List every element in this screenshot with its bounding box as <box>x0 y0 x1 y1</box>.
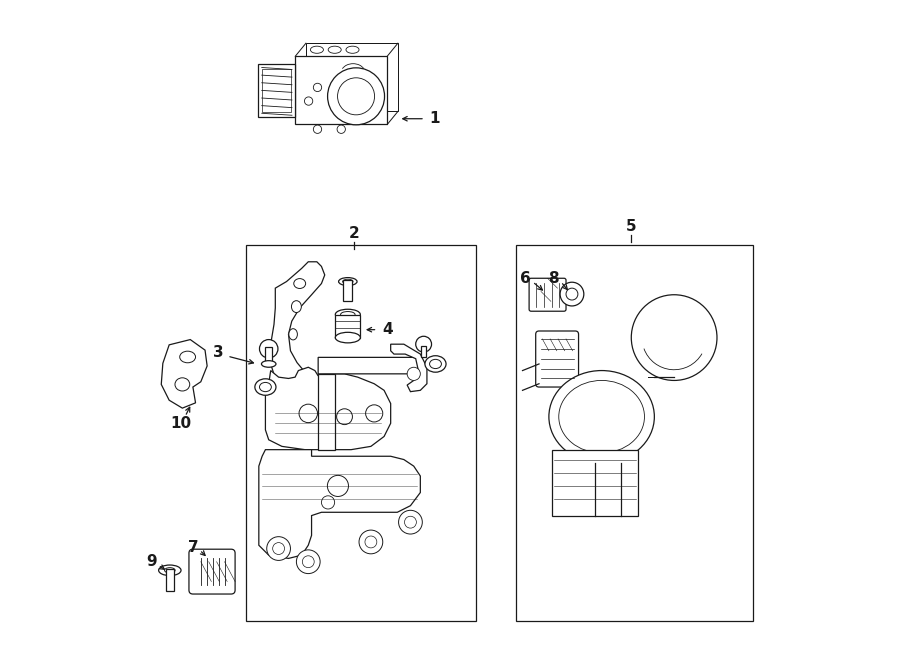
Polygon shape <box>266 367 391 449</box>
Polygon shape <box>271 261 325 394</box>
FancyBboxPatch shape <box>536 331 579 387</box>
Ellipse shape <box>310 46 323 54</box>
FancyBboxPatch shape <box>189 549 235 594</box>
Circle shape <box>313 83 321 91</box>
Circle shape <box>407 367 420 381</box>
Circle shape <box>328 68 384 125</box>
Bar <box>266 348 272 364</box>
Circle shape <box>560 282 584 306</box>
Ellipse shape <box>292 301 302 312</box>
Polygon shape <box>295 56 387 124</box>
Polygon shape <box>306 43 398 111</box>
Ellipse shape <box>338 277 357 285</box>
Ellipse shape <box>259 383 272 392</box>
Text: 9: 9 <box>146 554 157 569</box>
Circle shape <box>338 125 346 134</box>
Polygon shape <box>259 449 420 559</box>
Circle shape <box>566 288 578 300</box>
Ellipse shape <box>328 46 341 54</box>
Ellipse shape <box>158 565 181 575</box>
Ellipse shape <box>340 312 356 318</box>
Circle shape <box>328 475 348 496</box>
Text: 6: 6 <box>520 271 530 286</box>
Bar <box>421 346 427 357</box>
Text: 1: 1 <box>429 111 439 126</box>
Circle shape <box>302 556 314 567</box>
Ellipse shape <box>549 371 654 463</box>
Text: 2: 2 <box>349 226 360 241</box>
Text: 10: 10 <box>170 416 192 431</box>
Ellipse shape <box>336 309 360 320</box>
Circle shape <box>631 295 717 381</box>
Bar <box>336 314 360 338</box>
Circle shape <box>337 409 353 424</box>
Ellipse shape <box>165 567 176 573</box>
Circle shape <box>266 537 291 561</box>
Ellipse shape <box>255 379 276 395</box>
Ellipse shape <box>289 329 297 340</box>
Circle shape <box>321 496 335 509</box>
Text: 5: 5 <box>626 219 636 234</box>
Ellipse shape <box>262 361 276 367</box>
Circle shape <box>304 97 312 105</box>
Bar <box>553 449 638 516</box>
Bar <box>319 374 335 449</box>
Ellipse shape <box>346 46 359 54</box>
Ellipse shape <box>429 359 441 369</box>
Ellipse shape <box>425 355 446 372</box>
Bar <box>343 280 353 301</box>
Bar <box>258 64 295 117</box>
Circle shape <box>359 530 382 554</box>
Ellipse shape <box>175 378 190 391</box>
Bar <box>246 246 476 621</box>
Circle shape <box>259 340 278 358</box>
Bar <box>516 246 753 621</box>
Polygon shape <box>319 357 420 374</box>
Text: 7: 7 <box>187 540 198 555</box>
Circle shape <box>296 550 320 573</box>
Ellipse shape <box>336 332 360 343</box>
Circle shape <box>399 510 422 534</box>
Bar <box>263 69 292 112</box>
Text: 4: 4 <box>382 322 392 337</box>
Ellipse shape <box>293 279 306 289</box>
Polygon shape <box>161 340 207 408</box>
Bar <box>166 569 174 591</box>
Ellipse shape <box>343 279 353 284</box>
Text: 8: 8 <box>548 271 559 286</box>
Ellipse shape <box>180 351 195 363</box>
Circle shape <box>365 405 382 422</box>
Circle shape <box>338 78 374 115</box>
Circle shape <box>404 516 417 528</box>
Circle shape <box>416 336 431 352</box>
Circle shape <box>313 125 321 134</box>
FancyBboxPatch shape <box>529 278 566 311</box>
Polygon shape <box>391 344 427 392</box>
Ellipse shape <box>559 381 644 453</box>
Text: 3: 3 <box>212 345 223 359</box>
Circle shape <box>365 536 377 548</box>
Circle shape <box>273 543 284 555</box>
Circle shape <box>299 404 318 422</box>
